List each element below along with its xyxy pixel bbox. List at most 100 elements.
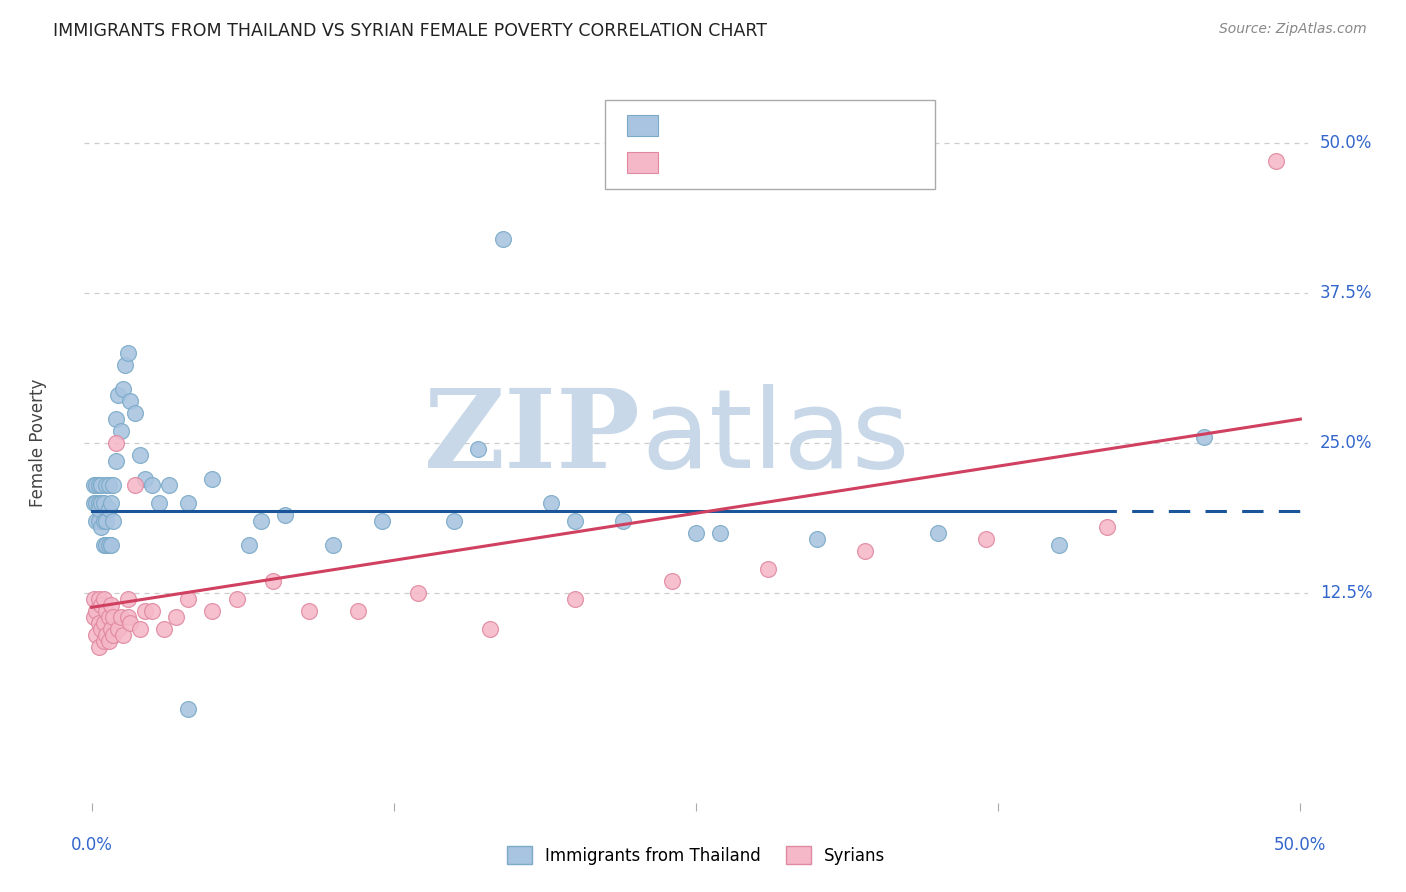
Point — [104, 454, 127, 468]
Point — [564, 591, 586, 606]
Point — [274, 508, 297, 522]
Point — [90, 598, 112, 612]
Point — [103, 514, 125, 528]
Point — [93, 634, 115, 648]
Point — [94, 604, 117, 618]
Point — [86, 514, 108, 528]
Point — [87, 514, 110, 528]
Point — [103, 478, 125, 492]
Text: 50.0%: 50.0% — [1274, 837, 1326, 855]
Point — [322, 538, 344, 552]
Legend: Immigrants from Thailand, Syrians: Immigrants from Thailand, Syrians — [501, 839, 891, 871]
Point — [262, 574, 284, 588]
Point — [1192, 430, 1215, 444]
Point — [97, 634, 120, 648]
Point — [120, 615, 142, 630]
Point — [661, 574, 683, 588]
Point — [93, 514, 115, 528]
Point — [406, 586, 429, 600]
Text: 25.0%: 25.0% — [1320, 434, 1372, 452]
Point — [87, 615, 110, 630]
Point — [100, 538, 122, 552]
Text: ZIP: ZIP — [425, 384, 641, 491]
Point — [90, 520, 112, 534]
Point — [148, 496, 170, 510]
Text: 50.0%: 50.0% — [1320, 135, 1372, 153]
Point — [114, 358, 136, 372]
Point — [94, 628, 117, 642]
Point — [90, 622, 112, 636]
Text: 37.5%: 37.5% — [1320, 285, 1372, 302]
Point — [479, 622, 502, 636]
Point — [97, 478, 120, 492]
Point — [86, 478, 108, 492]
Point — [225, 591, 247, 606]
Point — [94, 514, 117, 528]
Point — [1047, 538, 1070, 552]
Point — [107, 622, 129, 636]
Point — [103, 610, 125, 624]
Point — [100, 496, 122, 510]
Point — [134, 472, 156, 486]
Point — [87, 496, 110, 510]
Point — [153, 622, 176, 636]
Point — [134, 604, 156, 618]
Point — [103, 628, 125, 642]
Point — [90, 496, 112, 510]
Point — [120, 394, 142, 409]
Point — [117, 346, 139, 360]
Point — [853, 544, 876, 558]
Point — [806, 532, 828, 546]
Point — [1265, 154, 1288, 169]
Point — [443, 514, 465, 528]
Text: 48: 48 — [814, 153, 837, 171]
Point — [83, 478, 105, 492]
Point — [491, 232, 513, 246]
Point — [104, 412, 127, 426]
Point — [93, 615, 115, 630]
Text: R =: R = — [668, 153, 709, 171]
Point — [87, 640, 110, 654]
Point — [100, 598, 122, 612]
Point — [141, 478, 163, 492]
Point — [370, 514, 392, 528]
Point — [1095, 520, 1118, 534]
Point — [86, 604, 108, 618]
Point — [177, 496, 200, 510]
Point — [129, 622, 152, 636]
Point — [685, 526, 707, 541]
Point — [93, 591, 115, 606]
Point — [94, 478, 117, 492]
Text: IMMIGRANTS FROM THAILAND VS SYRIAN FEMALE POVERTY CORRELATION CHART: IMMIGRANTS FROM THAILAND VS SYRIAN FEMAL… — [53, 22, 768, 40]
Point — [117, 591, 139, 606]
Point — [93, 538, 115, 552]
Point — [201, 472, 224, 486]
Point — [83, 591, 105, 606]
Point — [177, 591, 200, 606]
Point — [927, 526, 949, 541]
Point — [104, 436, 127, 450]
Point — [467, 442, 489, 456]
Point — [87, 478, 110, 492]
Point — [112, 382, 135, 396]
Point — [87, 502, 110, 516]
Point — [83, 496, 105, 510]
Point — [97, 610, 120, 624]
Text: Female Poverty: Female Poverty — [30, 379, 48, 508]
Point — [86, 628, 108, 642]
Text: R =: R = — [668, 117, 704, 135]
Text: Source: ZipAtlas.com: Source: ZipAtlas.com — [1219, 22, 1367, 37]
Point — [250, 514, 273, 528]
Text: 59: 59 — [814, 117, 837, 135]
Text: 12.5%: 12.5% — [1320, 584, 1372, 602]
Point — [201, 604, 224, 618]
Point — [758, 562, 780, 576]
Point — [124, 406, 146, 420]
Point — [709, 526, 731, 541]
Point — [298, 604, 321, 618]
Point — [974, 532, 997, 546]
Point — [93, 496, 115, 510]
Point — [157, 478, 180, 492]
Point — [94, 538, 117, 552]
Point — [86, 496, 108, 510]
